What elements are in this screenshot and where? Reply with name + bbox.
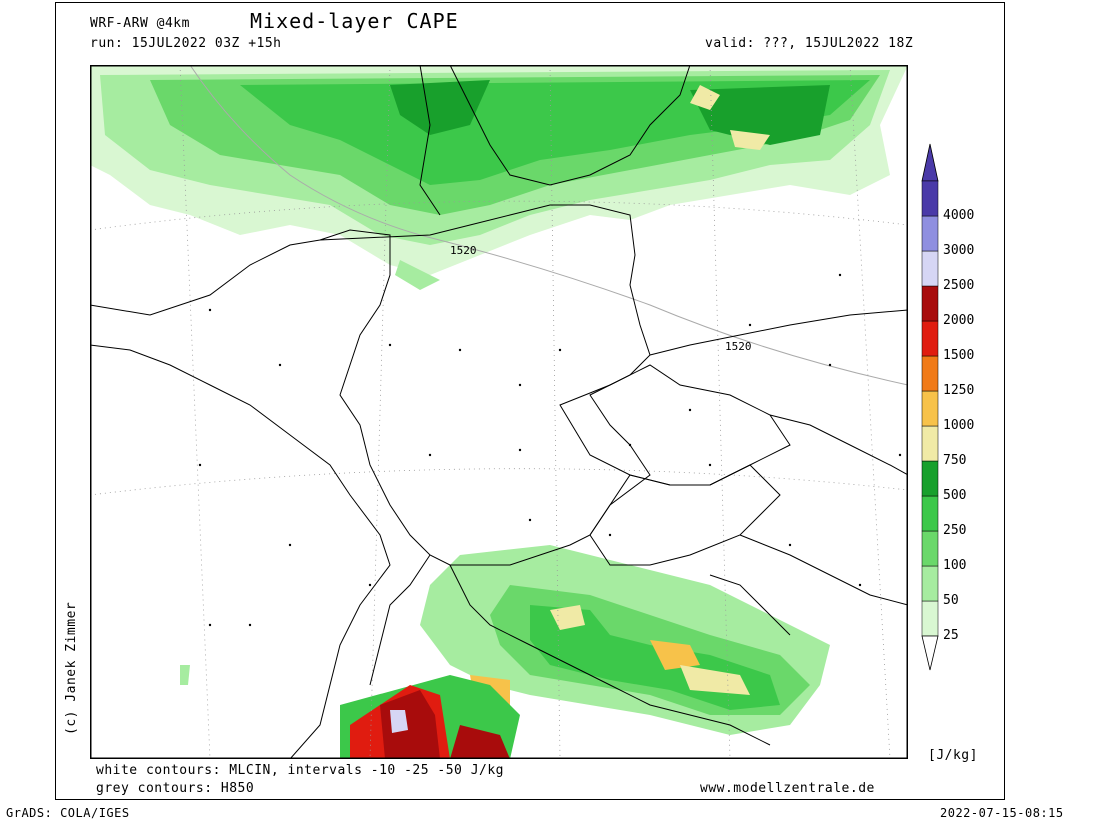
figure-frame (55, 2, 1005, 800)
h850-contour (419, 234, 908, 386)
colorbar-swatch (921, 495, 939, 532)
colorbar-tick-label: 750 (943, 453, 967, 468)
colorbar-tick-label: 250 (943, 523, 967, 538)
colorbar-tick-label: 1250 (943, 383, 975, 398)
colorbar-swatch (921, 180, 939, 217)
footnote-h850: grey contours: H850 (96, 781, 255, 796)
footnote-mlcin: white contours: MLCIN, intervals -10 -25… (96, 763, 505, 778)
colorbar-tick-label: 3000 (943, 243, 975, 258)
website-label: www.modellzentrale.de (700, 781, 875, 796)
colorbar-swatch (921, 460, 939, 497)
colorbar-swatch (921, 355, 939, 392)
cape-field-north (90, 65, 908, 290)
colorbar-swatch (921, 285, 939, 322)
borders (90, 65, 908, 759)
run-label: run: 15JUL2022 03Z +15h (90, 36, 282, 51)
city-markers (198, 273, 902, 627)
colorbar-tick-label: 100 (943, 558, 967, 573)
colorbar-swatch (921, 530, 939, 567)
colorbar-swatch (921, 425, 939, 462)
colorbar-swatch (921, 215, 939, 252)
colorbar-tick-label: 2000 (943, 313, 975, 328)
chart-title: Mixed-layer CAPE (250, 9, 459, 33)
colorbar-tick-label: 25 (943, 628, 959, 643)
contour-label-2: 1520 (725, 340, 752, 353)
latlon-grid (90, 65, 908, 759)
valid-label: valid: ???, 15JUL2022 18Z (705, 36, 914, 51)
credit-label: (c) Janek Zimmer (64, 601, 79, 735)
colorbar-min-arrow (921, 635, 939, 671)
cape-field-south (180, 545, 830, 759)
h850-contour-north (189, 65, 421, 236)
colorbar-tick-label: 500 (943, 488, 967, 503)
colorbar-tick-label: 2500 (943, 278, 975, 293)
colorbar-graphic (921, 143, 939, 671)
colorbar-swatch (921, 565, 939, 602)
colorbar-swatch (921, 390, 939, 427)
colorbar-tick-label: 1000 (943, 418, 975, 433)
model-label: WRF-ARW @4km (90, 16, 190, 31)
colorbar-swatch (921, 600, 939, 637)
colorbar-tick-label: 50 (943, 593, 959, 608)
software-label: GrADS: COLA/IGES (6, 806, 130, 820)
colorbar-swatch (921, 250, 939, 287)
cape-map: 1520 1520 (90, 65, 908, 759)
colorbar-unit: [J/kg] (928, 748, 978, 763)
colorbar-max-arrow (921, 143, 939, 182)
colorbar-tick-label: 1500 (943, 348, 975, 363)
timestamp-label: 2022-07-15-08:15 (940, 806, 1064, 820)
map-border (90, 65, 908, 759)
colorbar-swatches (921, 180, 939, 637)
colorbar-tick-label: 4000 (943, 208, 975, 223)
colorbar-swatch (921, 320, 939, 357)
contour-label-1: 1520 (450, 244, 477, 257)
